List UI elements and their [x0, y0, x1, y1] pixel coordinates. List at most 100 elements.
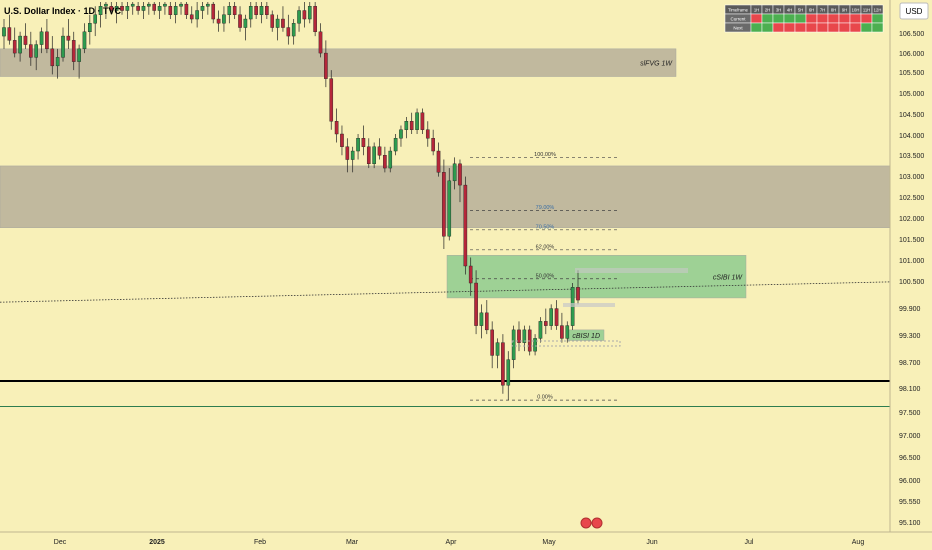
candle-body: [377, 146, 382, 156]
fib-levels-layer: 100.00% 79.00% 70.50% 62.00% 50.00% 0.00%: [470, 152, 620, 401]
candle: [232, 2, 237, 20]
candle-body: [560, 325, 564, 339]
tf-status-cell: [860, 22, 873, 33]
candle-body: [345, 146, 350, 160]
tf-header-label: 5H: [798, 7, 803, 12]
candle-body: [275, 18, 280, 28]
candle-body: [356, 138, 360, 152]
candle: [23, 23, 28, 49]
candle: [93, 6, 98, 37]
candle-body: [254, 6, 258, 15]
candle-body: [243, 18, 248, 28]
price-tick: 97.500: [899, 410, 921, 417]
currency-badge[interactable]: USD: [906, 7, 923, 16]
tf-header-label: 12H: [874, 7, 882, 12]
tv-logo: [580, 517, 603, 529]
tf-status-cell: [849, 13, 862, 24]
candle: [409, 112, 414, 134]
candle: [415, 108, 419, 134]
candle: [399, 125, 403, 147]
candle-body: [340, 133, 344, 147]
candle-body: [511, 329, 516, 360]
candle: [45, 19, 49, 54]
candle-body: [517, 329, 521, 343]
candle-body: [302, 10, 307, 20]
candle: [329, 70, 334, 130]
candle-body: [71, 40, 76, 62]
time-tick: Aug: [852, 539, 865, 546]
candle: [216, 10, 221, 32]
candle: [307, 2, 312, 24]
price-tick: 102.500: [899, 195, 924, 202]
tf-status-cell: [794, 22, 807, 33]
price-axis-bg: [890, 0, 932, 532]
candle-body: [39, 31, 44, 45]
candle: [163, 2, 167, 15]
price-tick: 98.700: [899, 360, 921, 367]
candle-body: [98, 6, 103, 15]
fib-label-2: 70.50%: [536, 224, 555, 230]
candle: [318, 23, 323, 58]
horizontal-lines-layer: [0, 280, 932, 408]
candle-body: [361, 138, 366, 147]
candle-body: [82, 31, 87, 50]
tf-header-label: 11H: [863, 7, 870, 12]
price-tick: 103.500: [899, 153, 924, 160]
candle: [479, 304, 484, 339]
candle-body: [114, 6, 119, 11]
candle: [554, 300, 559, 330]
candle: [157, 2, 162, 20]
zone-3[interactable]: [446, 255, 747, 299]
candle-body: [329, 78, 334, 122]
candle-body: [152, 3, 157, 11]
tf-header-label: Timeframe: [728, 7, 749, 12]
candle: [189, 6, 194, 24]
time-tick: May: [542, 539, 556, 546]
candle-body: [211, 3, 216, 20]
time-tick: 2025: [149, 539, 165, 546]
price-axis[interactable]: 106.500 106.000 105.500 105.000 104.500 104.0…: [889, 0, 932, 532]
candle-body: [248, 6, 253, 20]
time-axis[interactable]: Dec 2025 Feb Mar Apr May Jun Jul Aug: [0, 531, 932, 546]
candle: [206, 2, 210, 15]
tf-status-cell: [805, 22, 818, 33]
candle-body: [409, 121, 414, 130]
candle-body: [474, 282, 478, 326]
candle: [501, 334, 505, 394]
candle: [141, 2, 146, 20]
tf-status-cell: [816, 13, 829, 24]
price-tick: 102.000: [899, 216, 924, 223]
candle: [474, 270, 478, 335]
candle: [200, 2, 205, 20]
candle: [533, 334, 537, 356]
candle-body: [307, 6, 312, 20]
candle-body: [61, 35, 65, 58]
candle-body: [34, 44, 38, 58]
currency-badge-bg[interactable]: [899, 2, 929, 20]
candle: [77, 44, 81, 79]
candle: [147, 2, 151, 15]
tf-status-cell: [849, 22, 862, 33]
candle-body: [350, 150, 355, 160]
candle-body: [442, 172, 446, 237]
candle: [18, 31, 22, 62]
annotations-layer: [511, 268, 688, 347]
price-tick: 104.000: [899, 133, 924, 140]
candle-body: [522, 329, 527, 343]
candle: [61, 27, 65, 62]
candle: [104, 2, 108, 20]
tf-header-label: 3H: [776, 7, 781, 12]
candle: [511, 325, 516, 369]
candle-body: [88, 23, 92, 33]
tf-status-cell: [871, 22, 884, 33]
liquidity-box-2: [511, 340, 621, 347]
candle: [366, 138, 371, 169]
trendline[interactable]: [0, 280, 932, 303]
candle-body: [576, 287, 580, 301]
candle: [297, 6, 301, 32]
zone-1[interactable]: [0, 48, 677, 77]
candle: [286, 14, 291, 45]
candle: [484, 300, 489, 335]
candle-body: [136, 6, 140, 11]
